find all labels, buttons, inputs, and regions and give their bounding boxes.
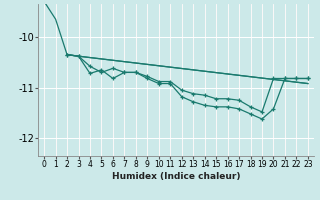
X-axis label: Humidex (Indice chaleur): Humidex (Indice chaleur) <box>112 172 240 181</box>
